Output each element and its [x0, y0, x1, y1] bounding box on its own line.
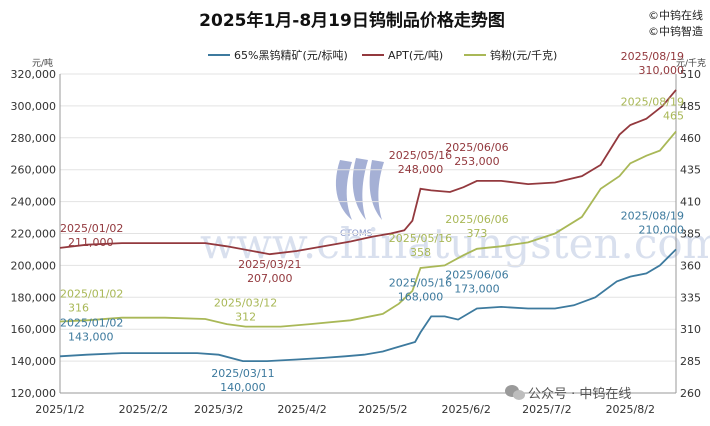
- concentrate-data-label-value: 143,000: [68, 330, 114, 343]
- apt-data-label-date: 2025/05/16: [389, 149, 452, 162]
- axes: 120,000 260 140,000 285 160,000 310 180,000 335…: [11, 68, 702, 416]
- y-left-tick-label: 180,000: [11, 291, 57, 304]
- concentrate-data-label-value: 173,000: [454, 282, 500, 295]
- legend: 65%黑钨精矿(元/标吨) APT(元/吨) 钨粉(元/千克): [208, 48, 557, 62]
- concentrate-data-label-date: 2025/06/06: [445, 268, 508, 281]
- powder-data-label-value: 465: [663, 109, 684, 122]
- account-text: 公众号 · 中钨在线: [528, 386, 631, 402]
- concentrate-data-label-date: 2025/08/19: [621, 209, 684, 222]
- wechat-account-badge: 公众号 · 中钨在线: [505, 385, 631, 402]
- y-right-tick-label: 460: [680, 132, 701, 145]
- y-left-tick-label: 260,000: [11, 164, 57, 177]
- y-left-tick-label: 280,000: [11, 132, 57, 145]
- apt-data-label-date: 2025/03/21: [238, 258, 301, 271]
- concentrate-data-label-date: 2025/01/02: [60, 316, 123, 329]
- y-right-tick-label: 385: [680, 228, 701, 241]
- grid-lines: [60, 73, 676, 394]
- left-axis-unit: 元/吨: [32, 57, 53, 69]
- y-left-tick-label: 240,000: [11, 196, 57, 209]
- concentrate-data-label-value: 210,000: [639, 223, 685, 236]
- apt-data-label-value: 310,000: [639, 64, 685, 77]
- powder-data-label-value: 373: [466, 227, 487, 240]
- y-right-tick-label: 285: [680, 355, 701, 368]
- legend-label-concentrate: 65%黑钨精矿(元/标吨): [234, 48, 348, 62]
- concentrate-data-label-value: 168,000: [398, 290, 444, 303]
- y-left-tick-label: 120,000: [11, 387, 57, 400]
- x-tick-label: 2025/8/2: [606, 403, 655, 416]
- right-axis-unit: 元/千克: [676, 58, 706, 69]
- legend-label-apt: APT(元/吨): [388, 49, 443, 62]
- y-right-tick-label: 360: [680, 259, 701, 272]
- y-right-tick-label: 310: [680, 323, 701, 336]
- y-left-tick-label: 300,000: [11, 100, 57, 113]
- powder-data-label-date: 2025/05/16: [389, 232, 452, 245]
- apt-data-label-value: 253,000: [454, 155, 500, 168]
- powder-data-label-date: 2025/01/02: [60, 288, 123, 301]
- x-tick-label: 2025/6/2: [441, 403, 490, 416]
- y-left-tick-label: 140,000: [11, 355, 57, 368]
- concentrate-data-label-date: 2025/05/16: [389, 276, 452, 289]
- series-line: [59, 89, 677, 256]
- x-tick-label: 2025/4/2: [277, 403, 326, 416]
- wechat-icon: [505, 385, 525, 400]
- brand-line-2: ©中钨智造: [648, 24, 703, 38]
- x-tick-label: 2025/5/2: [358, 403, 407, 416]
- powder-data-label-value: 312: [235, 311, 256, 324]
- y-right-tick-label: 410: [680, 196, 701, 209]
- x-tick-label: 2025/2/2: [119, 403, 168, 416]
- y-left-tick-label: 200,000: [11, 259, 57, 272]
- y-right-tick-label: 260: [680, 387, 701, 400]
- y-left-tick-label: 160,000: [11, 323, 57, 336]
- y-left-tick-label: 220,000: [11, 228, 57, 241]
- y-right-tick-label: 485: [680, 100, 701, 113]
- powder-data-label-date: 2025/03/12: [214, 297, 277, 310]
- powder-data-label-value: 358: [410, 246, 431, 259]
- x-tick-label: 2025/3/2: [194, 403, 243, 416]
- apt-data-label-date: 2025/06/06: [445, 141, 508, 154]
- x-tick-label: 2025/1/2: [35, 403, 84, 416]
- concentrate-data-label-date: 2025/03/11: [211, 367, 274, 380]
- brand-line-1: ©中钨在线: [648, 8, 703, 22]
- chart-title: 2025年1月-8月19日钨制品价格走势图: [199, 10, 505, 31]
- apt-data-label-value: 211,000: [68, 236, 114, 249]
- apt-data-label-value: 207,000: [247, 272, 293, 285]
- apt-data-label-date: 2025/08/19: [621, 50, 684, 63]
- powder-data-label-date: 2025/06/06: [445, 213, 508, 226]
- data-labels: 2025/01/02143,0002025/03/11140,0002025/0…: [60, 50, 684, 394]
- y-left-tick-label: 320,000: [11, 68, 57, 81]
- y-right-tick-label: 335: [680, 291, 701, 304]
- apt-data-label-date: 2025/01/02: [60, 222, 123, 235]
- series-lines: [59, 89, 677, 362]
- powder-data-label-value: 316: [68, 302, 89, 315]
- apt-data-label-value: 248,000: [398, 163, 444, 176]
- y-right-tick-label: 435: [680, 164, 701, 177]
- series-line: [59, 130, 677, 328]
- powder-data-label-date: 2025/08/19: [621, 95, 684, 108]
- y-right-tick-label: 510: [680, 68, 701, 81]
- concentrate-data-label-value: 140,000: [220, 381, 266, 394]
- series-line: [59, 248, 677, 362]
- legend-label-powder: 钨粉(元/千克): [490, 49, 557, 62]
- x-tick-label: 2025/7/2: [522, 403, 571, 416]
